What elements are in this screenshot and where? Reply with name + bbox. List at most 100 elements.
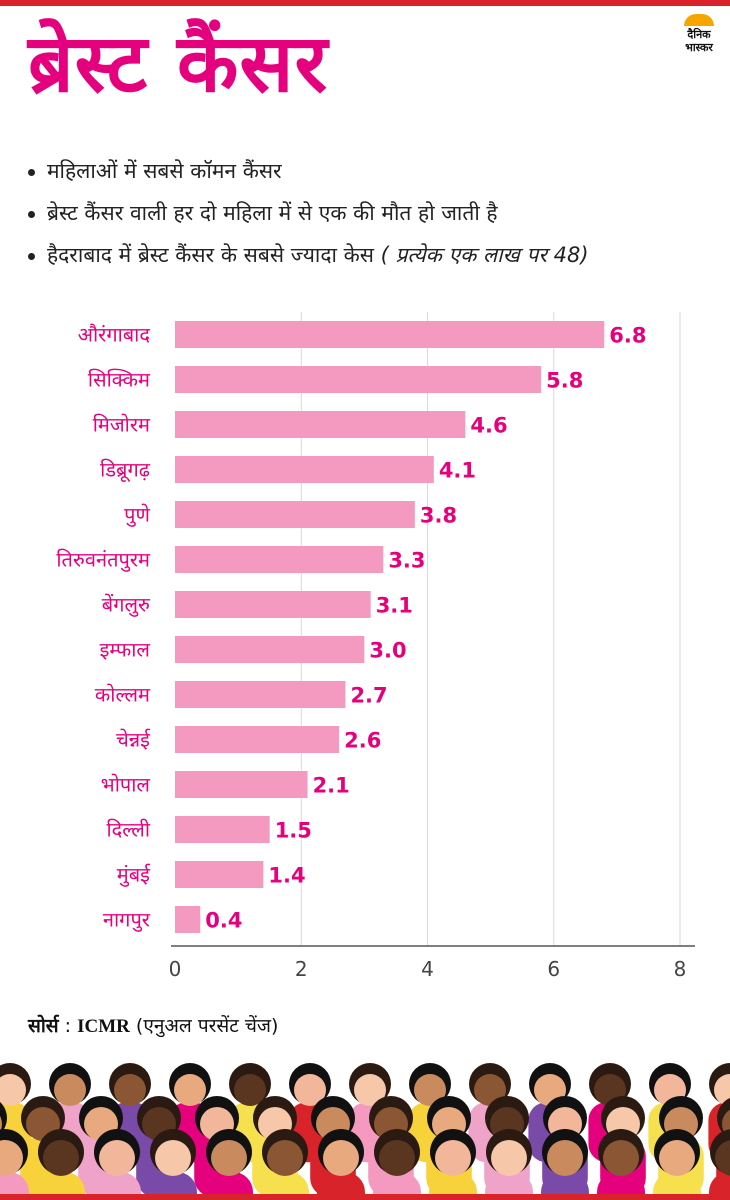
person-body xyxy=(149,1172,197,1194)
person-body xyxy=(485,1172,533,1194)
person-body xyxy=(373,1172,421,1194)
category-label-11: दिल्ली xyxy=(106,818,150,842)
category-label-2: मिजोरम xyxy=(93,413,151,437)
source-org: ICMR xyxy=(77,1016,130,1037)
category-label-3: डिब्रूगढ़ xyxy=(100,458,151,483)
category-label-6: बेंगलुरु xyxy=(102,593,151,618)
person-face xyxy=(603,1140,639,1176)
bar-9 xyxy=(175,726,340,753)
bullet-text: हैदराबाद में ब्रेस्ट कैंसर के सबसे ज्याद… xyxy=(47,243,381,267)
person-face xyxy=(659,1140,695,1176)
bullet-item: हैदराबाद में ब्रेस्ट कैंसर के सबसे ज्याद… xyxy=(28,234,589,276)
category-label-7: इम्फाल xyxy=(100,638,151,662)
person-face xyxy=(0,1074,26,1106)
person-face xyxy=(0,1116,2,1132)
sun-icon xyxy=(684,14,714,26)
value-label-2: 4.6 xyxy=(470,414,507,438)
value-label-13: 0.4 xyxy=(205,909,242,933)
person-face xyxy=(547,1140,583,1176)
value-label-12: 1.4 xyxy=(268,864,305,888)
person-face xyxy=(714,1074,730,1106)
category-label-1: सिक्किम xyxy=(88,368,151,392)
category-label-10: भोपाल xyxy=(101,773,151,797)
bar-3 xyxy=(175,456,434,483)
person-face xyxy=(99,1140,135,1176)
value-label-5: 3.3 xyxy=(388,549,425,573)
category-label-5: तिरुवनंतपुरम xyxy=(56,548,151,573)
value-label-0: 6.8 xyxy=(609,324,646,348)
bar-7 xyxy=(175,636,365,663)
person-body xyxy=(0,1172,29,1194)
bar-8 xyxy=(175,681,346,708)
person-face xyxy=(0,1140,23,1176)
bar-5 xyxy=(175,546,384,573)
person-face xyxy=(715,1140,730,1176)
value-label-4: 3.8 xyxy=(420,504,457,528)
person-face xyxy=(234,1074,266,1106)
page-title: ब्रेस्ट कैंसर xyxy=(28,17,329,110)
bullet-text: महिलाओं में सबसे कॉमन कैंसर xyxy=(47,159,282,183)
person-face xyxy=(435,1140,471,1176)
category-label-4: पुणे xyxy=(124,503,150,528)
bar-12 xyxy=(175,861,264,888)
category-label-0: औरंगाबाद xyxy=(78,323,151,347)
category-label-8: कोल्लम xyxy=(95,683,151,707)
person-face xyxy=(294,1074,326,1106)
source-line: सोर्स : ICMR (एनुअल परसेंट चेंज) xyxy=(28,1012,278,1038)
bullet-list: महिलाओं में सबसे कॉमन कैंसर ब्रेस्ट कैंस… xyxy=(28,150,589,276)
person-face xyxy=(414,1074,446,1106)
bar-chart: 0 2 4 6 8 औरंगाबाद 6.8 सिक्किम 5.8 मिजोरम 4.6 डिब्र… xyxy=(56,312,695,981)
bar-1 xyxy=(175,366,542,393)
category-label-13: नागपुर xyxy=(103,908,151,933)
x-tick-label-4: 8 xyxy=(674,957,687,981)
bullet-item: महिलाओं में सबसे कॉमन कैंसर xyxy=(28,150,589,192)
person-face xyxy=(54,1074,86,1106)
bullet-text: ब्रेस्ट कैंसर वाली हर दो महिला में से एक… xyxy=(47,201,498,225)
person-body xyxy=(429,1172,477,1194)
value-label-3: 4.1 xyxy=(439,459,476,483)
x-tick-label-0: 0 xyxy=(169,957,182,981)
person-body xyxy=(205,1172,253,1194)
person-body xyxy=(653,1172,701,1194)
person-body xyxy=(597,1172,645,1194)
bar-10 xyxy=(175,771,308,798)
bar-2 xyxy=(175,411,466,438)
brand-logo: दैनिक भास्कर xyxy=(676,14,722,54)
x-tick-label-3: 6 xyxy=(547,957,560,981)
value-label-6: 3.1 xyxy=(376,594,413,618)
category-label-9: चेन्नई xyxy=(116,728,151,752)
logo-line-2: भास्कर xyxy=(685,41,713,54)
person-body xyxy=(709,1172,730,1194)
source-label: सोर्स xyxy=(28,1016,59,1037)
bullet-dot-icon xyxy=(28,168,35,176)
person-face xyxy=(155,1140,191,1176)
person-body xyxy=(93,1172,141,1194)
bar-0 xyxy=(175,321,605,348)
bar-6 xyxy=(175,591,371,618)
value-label-9: 2.6 xyxy=(344,729,381,753)
person-body xyxy=(541,1172,589,1194)
value-label-8: 2.7 xyxy=(350,684,387,708)
person-face xyxy=(174,1074,206,1106)
value-label-11: 1.5 xyxy=(275,819,312,843)
person-face xyxy=(323,1140,359,1176)
bar-4 xyxy=(175,501,415,528)
value-label-1: 5.8 xyxy=(546,369,583,393)
bottom-accent-bar xyxy=(0,1194,730,1200)
person-body xyxy=(261,1172,309,1194)
source-detail: (एनुअल परसेंट चेंज) xyxy=(129,1015,279,1037)
person-face xyxy=(267,1140,303,1176)
source-separator: : xyxy=(58,1015,78,1037)
category-label-12: मुंबई xyxy=(117,863,151,888)
person-face xyxy=(211,1140,247,1176)
person-body xyxy=(317,1172,365,1194)
value-label-7: 3.0 xyxy=(369,639,406,663)
women-crowd-illustration xyxy=(0,1063,730,1194)
logo-line-1: दैनिक xyxy=(687,28,711,41)
value-label-10: 2.1 xyxy=(313,774,350,798)
person-face xyxy=(491,1140,527,1176)
bar-13 xyxy=(175,906,201,933)
person-face xyxy=(114,1074,146,1106)
bullet-item: ब्रेस्ट कैंसर वाली हर दो महिला में से एक… xyxy=(28,192,589,234)
x-tick-label-1: 2 xyxy=(295,957,308,981)
